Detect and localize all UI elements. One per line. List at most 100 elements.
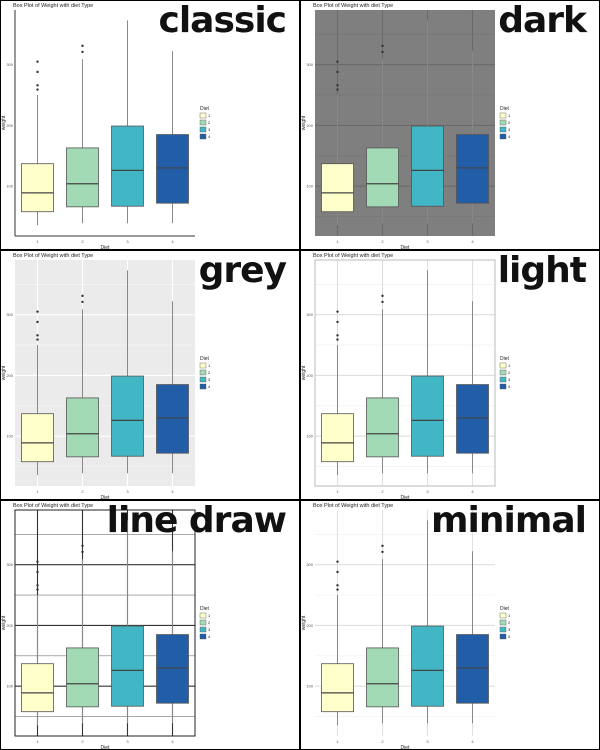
legend-key [199,119,207,126]
x-tick-label: 3 [126,739,129,744]
box-diet-3 [111,125,144,207]
box-diet-1 [321,163,354,213]
x-axis-label: Diet [101,245,111,250]
x-tick-label: 2 [81,739,84,744]
outlier-point [381,44,384,48]
box-plot-grey: 1 2 3 4 100 200 300 Box Plot of Weight with die… [1,253,211,500]
outlier-point [36,584,39,587]
x-tick-label: 2 [381,489,384,494]
chart-panel-minimal: 1 2 3 4 100 200 300 Box Plot of Weight with die… [300,500,600,750]
outlier-point [381,294,384,298]
outlier-point [336,60,339,63]
outlier-point [81,50,84,54]
outlier-point [336,570,339,574]
box-diet-3 [411,125,444,207]
legend-key [499,369,507,376]
legend-label: 2 [508,370,511,375]
chart-panel-linedraw: 1 2 3 4 100 200 300 Box Plot of Weight with die… [0,500,300,750]
legend-key [199,126,207,133]
chart-title: Box Plot of Weight with diet Type [313,3,393,9]
legend-key [199,633,207,640]
outlier-point [36,560,39,563]
chart-panel-grey: 1 2 3 4 100 200 300 Box Plot of Weight with die… [0,250,300,500]
legend-label: 3 [208,627,211,632]
legend-label: 2 [208,620,211,625]
box-plot-dark: 1 2 3 4 100 200 300 Box Plot of Weight with die… [301,3,511,250]
y-tick-label: 100 [6,434,13,439]
legend-title: Diet [200,356,210,362]
outlier-point [81,294,84,298]
y-tick-label: 100 [306,184,313,189]
outlier-point [336,84,339,87]
panel-border [14,509,196,737]
outlier-point [36,88,39,91]
outlier-point [81,300,84,304]
x-tick-label: 1 [36,489,39,494]
outlier-point [81,544,84,548]
x-axis-label: Diet [101,745,111,750]
legend-key [199,612,207,619]
x-tick-label: 1 [36,239,39,244]
x-tick-label: 3 [426,239,429,244]
legend-label: 3 [508,377,511,382]
x-axis-label: Diet [401,245,411,250]
y-tick-label: 300 [6,312,13,317]
box-diet-2 [66,647,99,708]
chart-title: Box Plot of Weight with diet Type [13,253,93,259]
outlier-point [81,550,84,554]
x-tick-label: 2 [381,239,384,244]
y-tick-label: 200 [306,123,313,128]
x-tick-label: 4 [471,739,474,744]
x-tick-label: 3 [426,489,429,494]
theme-label: line draw [106,500,287,541]
chart-title: Box Plot of Weight with diet Type [313,253,393,259]
legend-label: 2 [508,620,511,625]
legend-label: 4 [508,384,511,389]
outlier-point [336,338,339,341]
box-plot-light: 1 2 3 4 100 200 300 Box Plot of Weight with die… [301,253,511,500]
legend-key [499,619,507,626]
x-tick-label: 4 [471,489,474,494]
box-diet-4 [156,134,189,204]
chart-panel-dark: 1 2 3 4 100 200 300 Box Plot of Weight with die… [300,0,600,250]
box-diet-2 [366,397,399,458]
legend-label: 3 [208,377,211,382]
legend-key [499,362,507,369]
legend-label: 2 [208,370,211,375]
outlier-point [36,60,39,63]
y-tick-label: 200 [6,373,13,378]
legend-key [199,619,207,626]
legend-key [199,362,207,369]
box-diet-1 [21,663,54,713]
x-tick-label: 1 [336,239,339,244]
box-diet-3 [411,625,444,707]
legend-label: 4 [508,634,511,639]
legend-key [199,133,207,140]
box-diet-1 [321,413,354,463]
x-tick-label: 1 [36,739,39,744]
x-tick-label: 1 [336,489,339,494]
y-axis-label: weight [301,115,307,130]
panel-divider [0,499,600,501]
outlier-point [381,550,384,554]
outlier-point [336,310,339,313]
y-tick-label: 100 [306,434,313,439]
box-plot-linedraw: 1 2 3 4 100 200 300 Box Plot of Weight with die… [1,503,211,750]
y-axis-label: weight [301,615,307,630]
legend-title: Diet [500,106,510,112]
y-tick-label: 100 [6,184,13,189]
theme-label: classic [158,0,287,41]
box-diet-4 [156,634,189,704]
x-tick-label: 2 [81,239,84,244]
chart-panel-classic: 1 2 3 4 100 200 300 Box Plot of Weight with die… [0,0,300,250]
outlier-point [36,70,39,74]
y-tick-label: 300 [6,62,13,67]
legend-label: 2 [208,120,211,125]
legend-key [499,126,507,133]
panel-divider [0,0,600,1]
box-diet-2 [366,647,399,708]
outlier-point [336,334,339,337]
outlier-point [381,50,384,54]
outlier-point [36,570,39,574]
